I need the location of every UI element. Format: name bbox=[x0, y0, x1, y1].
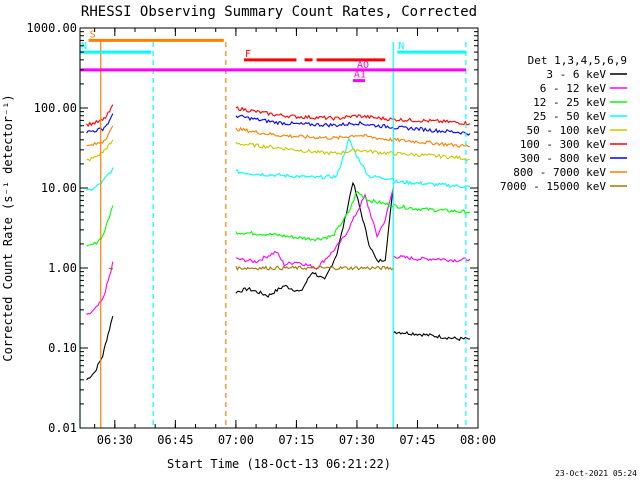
legend-label-5: 100 - 300 keV bbox=[520, 138, 606, 151]
annotation-label-1: N bbox=[81, 41, 87, 52]
series-line-5-seg-2 bbox=[393, 117, 471, 126]
y-tick-label-4: 100.00 bbox=[34, 101, 77, 115]
series-line-2-seg-0 bbox=[86, 205, 114, 247]
annotation-label-7: A1 bbox=[354, 70, 366, 81]
x-tick-label-0: 06:30 bbox=[97, 433, 133, 447]
legend-label-1: 6 - 12 keV bbox=[540, 82, 607, 95]
legend-label-4: 50 - 100 keV bbox=[527, 124, 607, 137]
series-line-1-seg-1 bbox=[235, 187, 394, 270]
series-line-0-seg-0 bbox=[86, 316, 114, 381]
series-line-2-seg-2 bbox=[393, 204, 471, 215]
series-line-1-seg-2 bbox=[392, 254, 471, 263]
y-tick-label-2: 1.00 bbox=[48, 261, 77, 275]
series-line-7-seg-1 bbox=[235, 126, 394, 142]
x-tick-label-1: 06:45 bbox=[157, 433, 193, 447]
annotation-label-2: N bbox=[398, 41, 404, 52]
series-line-2-seg-1 bbox=[235, 190, 394, 242]
x-axis-label: Start Time (18-Oct-13 06:21:22) bbox=[167, 457, 391, 471]
x-tick-label-2: 07:00 bbox=[218, 433, 254, 447]
x-tick-label-3: 07:15 bbox=[278, 433, 314, 447]
series-line-6-seg-1 bbox=[235, 114, 394, 129]
y-tick-label-5: 1000.00 bbox=[26, 21, 77, 35]
legend-label-2: 12 - 25 keV bbox=[533, 96, 606, 109]
y-axis-label: Corrected Count Rate (s⁻¹ detector⁻¹) bbox=[1, 94, 15, 361]
x-tick-label-4: 07:30 bbox=[339, 433, 375, 447]
y-tick-label-0: 0.01 bbox=[48, 421, 77, 435]
legend-label-7: 800 - 7000 keV bbox=[513, 166, 606, 179]
legend-title: Det 1,3,4,5,6,9 bbox=[528, 54, 627, 67]
legend-label-3: 25 - 50 keV bbox=[533, 110, 606, 123]
series-line-8-seg-0 bbox=[108, 267, 114, 271]
legend-label-0: 3 - 6 keV bbox=[546, 68, 606, 81]
series-line-5-seg-1 bbox=[235, 106, 394, 122]
series-line-6-seg-2 bbox=[393, 125, 471, 136]
legend-label-6: 300 - 800 keV bbox=[520, 152, 606, 165]
x-tick-label-5: 07:45 bbox=[399, 433, 435, 447]
series-line-1-seg-0 bbox=[86, 261, 114, 315]
series-line-4-seg-1 bbox=[235, 141, 394, 156]
chart-title: RHESSI Observing Summary Count Rates, Co… bbox=[81, 4, 477, 20]
x-tick-label-6: 08:00 bbox=[460, 433, 496, 447]
series-line-3-seg-0 bbox=[86, 167, 114, 192]
annotation-label-0: S bbox=[90, 29, 96, 40]
annotation-label-8: AO bbox=[357, 60, 369, 71]
series-line-3-seg-1 bbox=[235, 137, 394, 181]
annotation-label-3: F bbox=[245, 49, 251, 60]
series-line-3-seg-2 bbox=[393, 179, 471, 189]
y-tick-label-1: 0.10 bbox=[48, 341, 77, 355]
series-line-4-seg-2 bbox=[392, 151, 471, 162]
series-line-0-seg-2 bbox=[392, 330, 470, 342]
y-tick-label-3: 10.00 bbox=[41, 181, 77, 195]
series-line-7-seg-2 bbox=[392, 137, 470, 148]
footer-timestamp: 23-Oct-2021 05:24 bbox=[555, 469, 637, 478]
plot-frame bbox=[79, 27, 479, 429]
series-line-0-seg-1 bbox=[235, 181, 394, 298]
series-line-8-seg-1 bbox=[235, 265, 394, 271]
legend-label-8: 7000 - 15000 keV bbox=[500, 180, 606, 193]
